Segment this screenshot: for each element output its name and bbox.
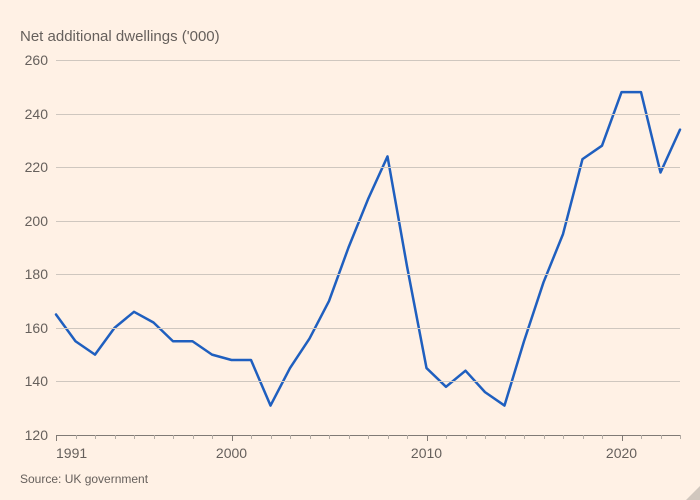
x-tick-minor xyxy=(76,435,77,439)
gridline xyxy=(56,60,680,61)
y-axis-label: 120 xyxy=(25,427,56,443)
x-tick-minor xyxy=(563,435,564,439)
line-chart-svg xyxy=(56,60,680,435)
x-axis-label: 2010 xyxy=(411,445,442,461)
x-tick-minor xyxy=(524,435,525,439)
gridline xyxy=(56,328,680,329)
x-tick-minor xyxy=(310,435,311,439)
x-tick-minor xyxy=(349,435,350,439)
x-tick-minor xyxy=(95,435,96,439)
x-tick-minor xyxy=(466,435,467,439)
gridline xyxy=(56,221,680,222)
gridline xyxy=(56,167,680,168)
x-tick-major xyxy=(622,435,623,441)
x-axis-label: 2000 xyxy=(216,445,247,461)
x-tick-minor xyxy=(446,435,447,439)
x-axis-label: 2020 xyxy=(606,445,637,461)
x-tick-minor xyxy=(115,435,116,439)
y-axis-label: 240 xyxy=(25,106,56,122)
x-tick-major xyxy=(56,435,57,441)
gridline xyxy=(56,114,680,115)
y-axis-label: 140 xyxy=(25,373,56,389)
x-tick-minor xyxy=(661,435,662,439)
x-tick-minor xyxy=(134,435,135,439)
x-tick-major xyxy=(427,435,428,441)
y-axis-label: 180 xyxy=(25,266,56,282)
y-axis-label: 200 xyxy=(25,213,56,229)
x-tick-major xyxy=(232,435,233,441)
x-tick-minor xyxy=(329,435,330,439)
gridline xyxy=(56,381,680,382)
x-tick-minor xyxy=(251,435,252,439)
x-tick-minor xyxy=(193,435,194,439)
y-axis-label: 260 xyxy=(25,52,56,68)
x-tick-minor xyxy=(680,435,681,439)
y-axis-label: 220 xyxy=(25,159,56,175)
x-tick-minor xyxy=(583,435,584,439)
x-tick-minor xyxy=(368,435,369,439)
chart-plot-area: 1201401601802002202402601991200020102020 xyxy=(56,60,680,435)
x-tick-minor xyxy=(388,435,389,439)
x-tick-minor xyxy=(154,435,155,439)
chart-subtitle: Net additional dwellings ('000) xyxy=(20,28,220,45)
x-tick-minor xyxy=(212,435,213,439)
gridline xyxy=(56,274,680,275)
y-axis-label: 160 xyxy=(25,320,56,336)
x-tick-minor xyxy=(505,435,506,439)
data-line xyxy=(56,92,680,405)
chart-source: Source: UK government xyxy=(20,472,148,486)
x-tick-minor xyxy=(602,435,603,439)
x-axis-label: 1991 xyxy=(56,445,87,461)
resize-corner-icon xyxy=(686,486,700,500)
x-tick-minor xyxy=(641,435,642,439)
x-tick-minor xyxy=(290,435,291,439)
x-tick-minor xyxy=(271,435,272,439)
x-tick-minor xyxy=(407,435,408,439)
x-tick-minor xyxy=(173,435,174,439)
chart-container: Net additional dwellings ('000) 12014016… xyxy=(0,0,700,500)
x-tick-minor xyxy=(544,435,545,439)
x-tick-minor xyxy=(485,435,486,439)
